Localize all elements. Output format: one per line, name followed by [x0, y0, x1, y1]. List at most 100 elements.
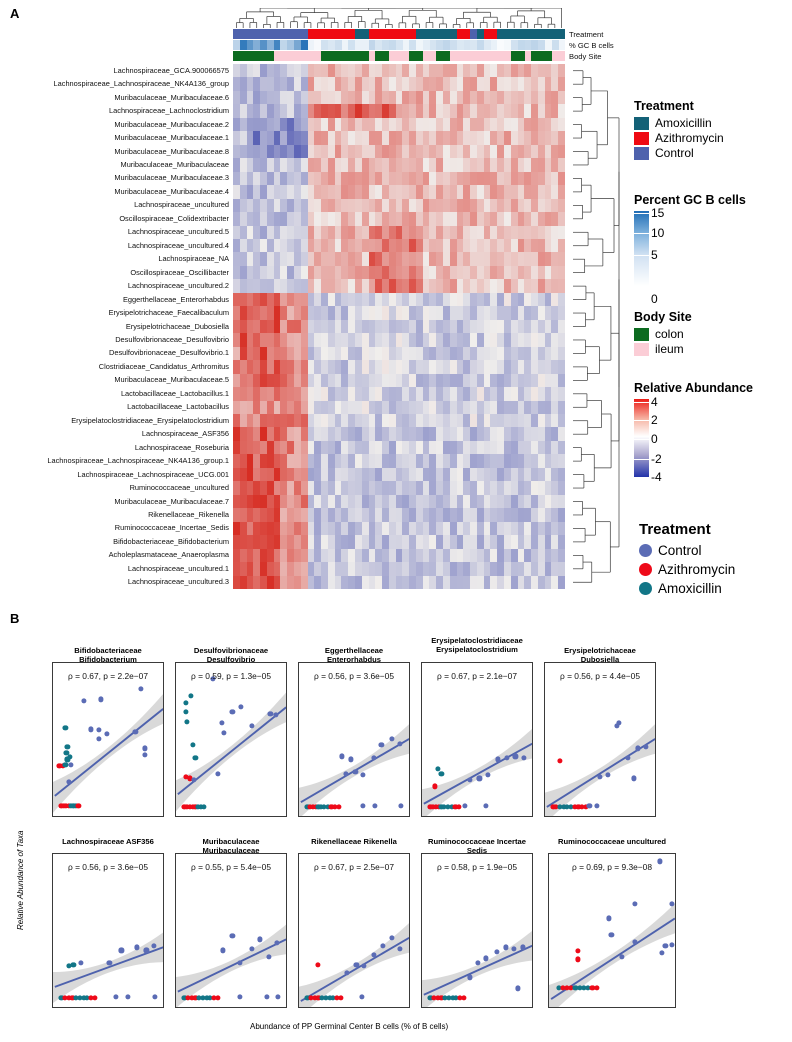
- legend-treatment-item[interactable]: Control: [634, 146, 724, 160]
- heatmap-cell: [300, 440, 308, 455]
- scatter-plot-area[interactable]: 3690369ρ = 0.67, p = 2.2e−07: [52, 662, 164, 817]
- relative-abundance-tick: -4: [651, 470, 662, 484]
- heatmap-cell: [537, 548, 545, 563]
- heatmap-cell: [368, 279, 376, 293]
- heatmap-cell: [422, 64, 430, 78]
- scatter-plot-area[interactable]: 03690369ρ = 0.67, p = 2.5e−07: [298, 853, 410, 1008]
- scatter-y-tickmark: [298, 733, 299, 734]
- heatmap-cell: [253, 548, 261, 563]
- heatmap-cell: [354, 265, 362, 280]
- heatmap-cell: [409, 413, 416, 428]
- scatter-panel-title: Erysipelotrichaceae Dubosiella: [564, 646, 636, 664]
- scatter-plot-area[interactable]: 0369120369ρ = 0.69, p = 9.3e−08: [548, 853, 676, 1008]
- scatter-point: [113, 994, 119, 1000]
- heatmap-cell: [497, 535, 505, 549]
- heatmap-cell: [348, 440, 355, 455]
- heatmap-row-label: Desulfovibrionaceae_Desulfovibrio.1: [109, 348, 229, 358]
- scatter-plot-area[interactable]: 3690369ρ = 0.56, p = 4.4e−05: [544, 662, 656, 817]
- heatmap-cell: [395, 387, 403, 401]
- legend-body-site-item[interactable]: ileum: [634, 342, 692, 356]
- heatmap-cell: [300, 117, 308, 132]
- heatmap-cell: [443, 400, 450, 414]
- scatter-point: [96, 736, 102, 742]
- scatter-point: [657, 858, 663, 865]
- heatmap-cell: [361, 77, 369, 91]
- heatmap-row-label: Lachnospiraceae_Lachnospiraceae_UCG.001: [77, 469, 229, 479]
- heatmap-cell: [287, 575, 294, 589]
- heatmap-cell: [348, 252, 355, 266]
- legend-treatment-point-item[interactable]: Azithromycin: [639, 562, 735, 577]
- heatmap-cell: [531, 440, 538, 455]
- legend-treatment-item[interactable]: Amoxicillin: [634, 116, 724, 130]
- heatmap-cell: [375, 548, 383, 563]
- heatmap-cell: [375, 212, 383, 226]
- annotation-cell: [327, 29, 335, 39]
- legend-treatment-point-item[interactable]: Amoxicillin: [639, 581, 735, 596]
- legend-treatment-swatch: [634, 131, 649, 145]
- heatmap-cell: [409, 319, 416, 334]
- heatmap-cell: [517, 467, 525, 482]
- heatmap-cell: [327, 104, 335, 118]
- scatter-point: [457, 995, 463, 1001]
- heatmap-cell: [531, 238, 538, 253]
- heatmap-cell: [293, 158, 301, 172]
- heatmap-cell: [260, 279, 267, 293]
- heatmap-cell: [470, 212, 477, 226]
- scatter-plot-area[interactable]: 3690369ρ = 0.56, p = 3.6e−05: [298, 662, 410, 817]
- legend-treatment-point-item[interactable]: Control: [639, 543, 735, 558]
- heatmap-cell: [246, 158, 254, 172]
- scatter-point: [75, 803, 82, 809]
- heatmap-cell: [395, 333, 403, 347]
- heatmap-cell: [280, 238, 288, 253]
- heatmap-cell: [348, 77, 355, 91]
- annotation-cell: [422, 51, 430, 61]
- heatmap-cell: [239, 373, 247, 388]
- scatter-plot-area[interactable]: 3690369ρ = 0.59, p = 1.3e−05: [175, 662, 287, 817]
- scatter-plot-area[interactable]: 3690369ρ = 0.67, p = 2.1e−07: [421, 662, 533, 817]
- scatter-x-tickmark: [606, 816, 607, 817]
- heatmap-cell: [293, 238, 301, 253]
- heatmap-cell: [280, 346, 288, 361]
- heatmap-cell: [537, 400, 545, 414]
- heatmap-cell: [409, 212, 416, 226]
- heatmap-cell: [233, 346, 240, 361]
- heatmap-cell: [483, 279, 491, 293]
- heatmap-cell: [537, 508, 545, 522]
- heatmap-cell: [321, 117, 328, 132]
- heatmap-cell: [409, 306, 416, 320]
- heatmap-cell: [551, 548, 559, 563]
- heatmap-cell: [517, 373, 525, 388]
- heatmap-cell: [443, 535, 450, 549]
- heatmap-cell: [510, 225, 518, 239]
- heatmap-cell: [300, 494, 308, 509]
- heatmap-cell: [409, 535, 416, 549]
- heatmap-cell: [253, 481, 261, 495]
- heatmap-cell: [517, 535, 525, 549]
- heatmap-cell: [368, 64, 376, 78]
- heatmap-cell: [544, 494, 552, 509]
- heatmap-cell: [307, 306, 315, 320]
- heatmap-cell: [280, 131, 288, 145]
- legend-treatment-item[interactable]: Azithromycin: [634, 131, 724, 145]
- scatter-plot-area[interactable]: 3690369ρ = 0.58, p = 1.9e−05: [421, 853, 533, 1008]
- percent-gc-tick: 10: [651, 226, 665, 240]
- scatter-panel: Desulfovibrionaceae Desulfovibrio3690369…: [175, 640, 287, 835]
- annotation-cell: [382, 29, 389, 39]
- heatmap-cell: [266, 508, 274, 522]
- legend-body-site-item[interactable]: colon: [634, 327, 692, 341]
- heatmap-cell: [348, 185, 355, 199]
- scatter-plot-area[interactable]: 3690369ρ = 0.55, p = 5.4e−05: [175, 853, 287, 1008]
- scatter-plot-area[interactable]: 3690369ρ = 0.56, p = 3.6e−05: [52, 853, 164, 1008]
- heatmap-cell: [280, 171, 288, 186]
- scatter-point: [483, 803, 489, 809]
- heatmap-cell: [524, 265, 532, 280]
- heatmap-cell: [429, 158, 437, 172]
- heatmap-cell: [422, 131, 430, 145]
- heatmap-cell: [266, 158, 274, 172]
- heatmap-cell: [402, 319, 410, 334]
- scatter-point: [69, 995, 76, 1001]
- heatmap-cell: [354, 117, 362, 132]
- heatmap-cell: [544, 198, 552, 213]
- heatmap-cell: [436, 562, 444, 576]
- heatmap-cell: [348, 279, 355, 293]
